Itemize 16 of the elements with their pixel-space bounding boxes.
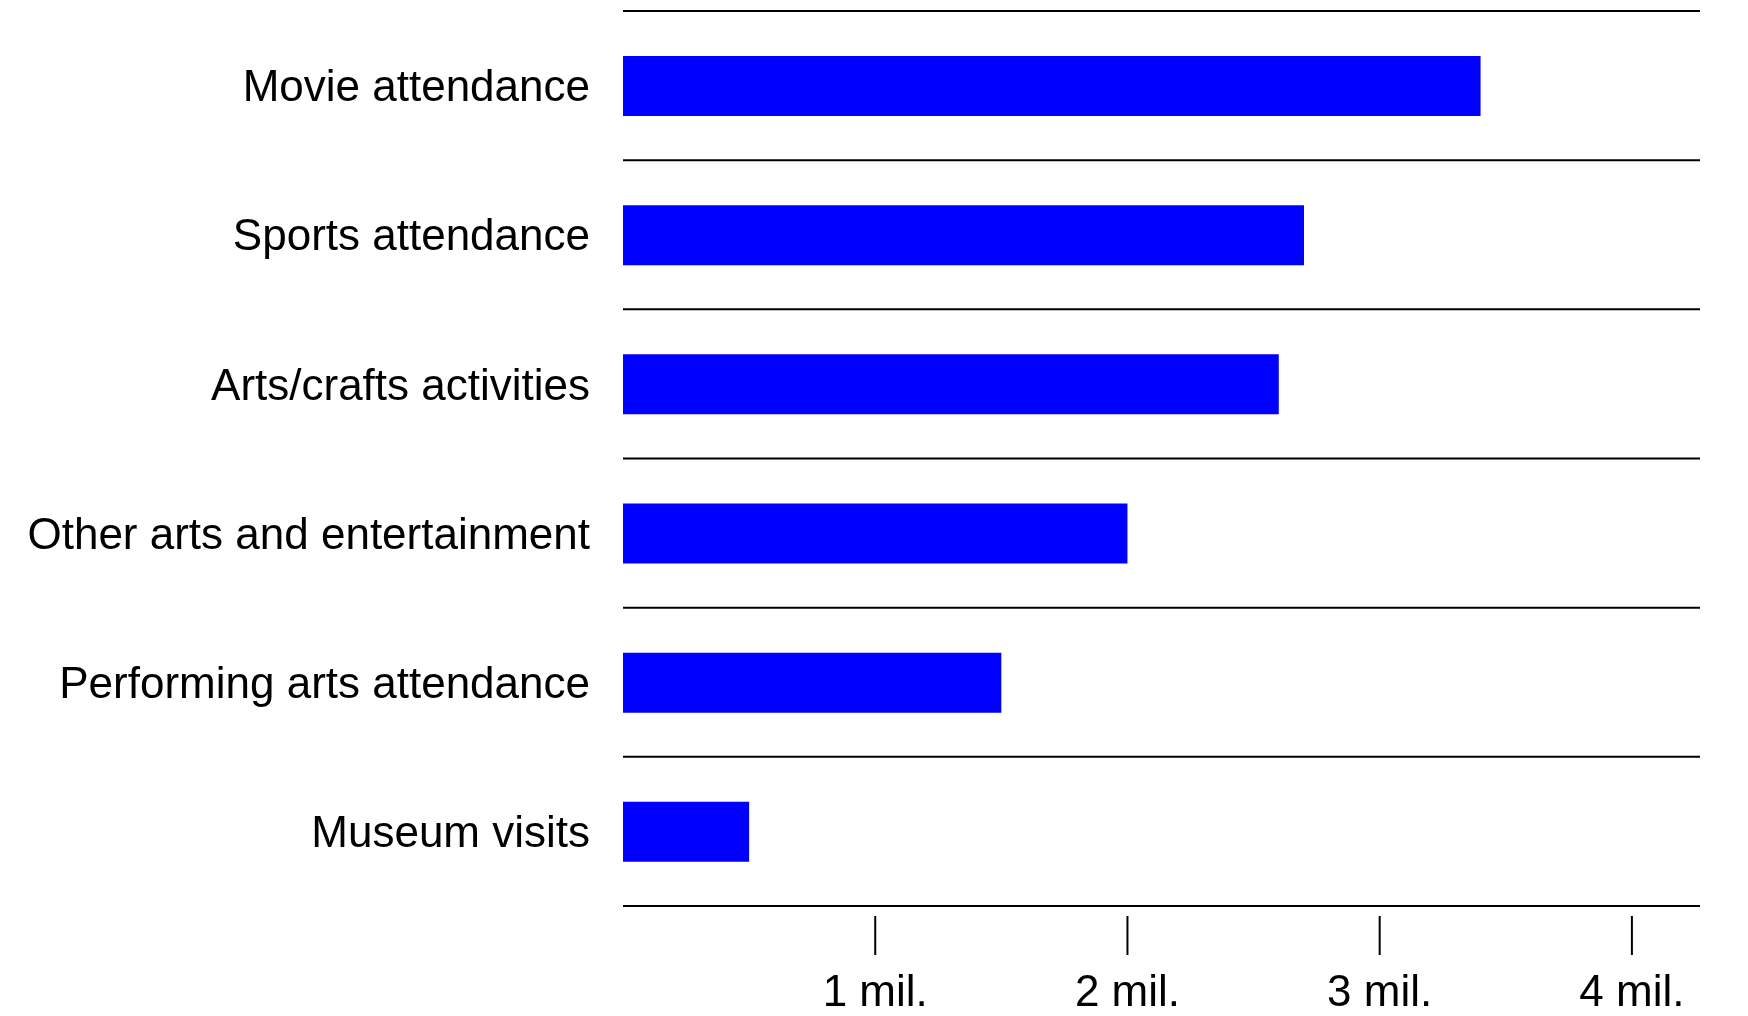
x-tick-label: 4 mil. xyxy=(1579,966,1685,1015)
y-tick-label: Other arts and entertainment xyxy=(27,508,590,558)
bar xyxy=(623,56,1481,116)
bar xyxy=(623,205,1305,266)
y-tick-label: Performing arts attendance xyxy=(59,657,590,707)
y-tick-label: Movie attendance xyxy=(242,61,590,111)
x-tick-label: 1 mil. xyxy=(822,966,928,1015)
y-tick-label: Arts/crafts activities xyxy=(211,359,590,409)
bar xyxy=(623,652,1002,713)
bar xyxy=(623,801,750,862)
bar xyxy=(623,354,1279,415)
x-tick-label: 3 mil. xyxy=(1327,966,1433,1015)
y-tick-label: Museum visits xyxy=(311,807,590,857)
x-tick-label: 2 mil. xyxy=(1074,966,1181,1015)
y-tick-label: Sports attendance xyxy=(232,210,590,260)
bar xyxy=(623,503,1128,564)
